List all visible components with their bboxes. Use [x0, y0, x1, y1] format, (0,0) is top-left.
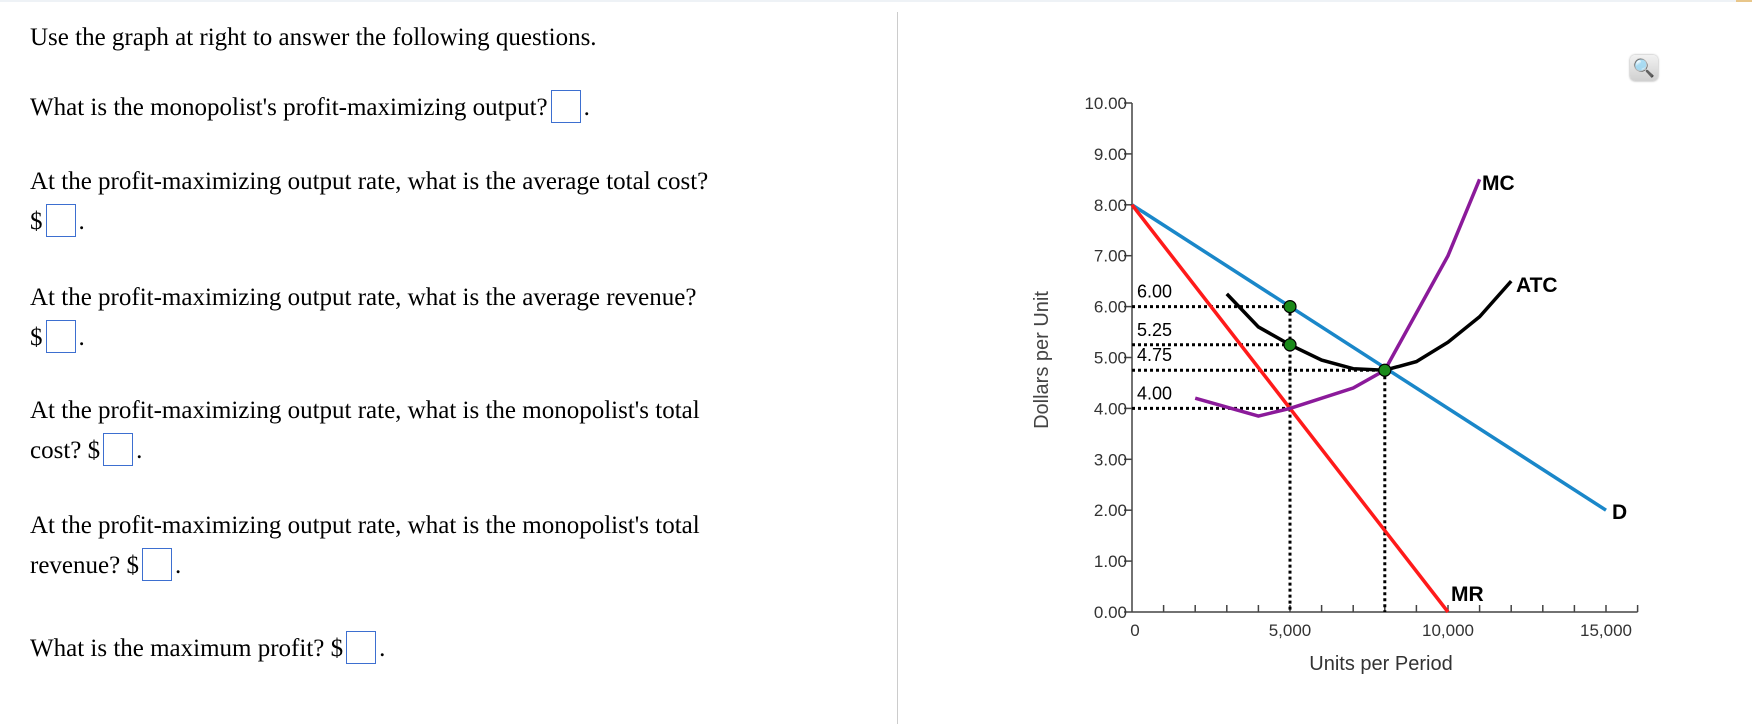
- marked-point: [1378, 363, 1392, 377]
- y-tick-label: 8.00: [1094, 196, 1127, 215]
- dollar-sign: $: [30, 324, 43, 351]
- curve-d: [1131, 203, 1607, 512]
- y-tick-label: 7.00: [1094, 247, 1127, 266]
- y-tick-label: 5.00: [1094, 349, 1127, 368]
- question-atc: At the profit-maximizing output rate, wh…: [30, 162, 708, 242]
- x-tick-label: 10,000: [1422, 621, 1474, 640]
- curve-label-d: D: [1612, 501, 1627, 524]
- intro-text: Use the graph at right to answer the fol…: [30, 24, 597, 51]
- x-axis-label: Units per Period: [1309, 653, 1452, 675]
- question-label: At the profit-maximizing output rate, wh…: [30, 512, 700, 539]
- dollar-sign: $: [30, 208, 43, 235]
- total-revenue-answer-input[interactable]: [141, 548, 172, 581]
- total-cost-answer-input[interactable]: [103, 433, 134, 466]
- guide-label: 4.75: [1137, 345, 1172, 365]
- question-label: At the profit-maximizing output rate, wh…: [30, 168, 709, 195]
- y-tick-label: 9.00: [1094, 145, 1127, 164]
- marked-point: [1283, 338, 1297, 352]
- question-average-revenue: At the profit-maximizing output rate, wh…: [30, 278, 696, 358]
- question-label: What is the monopolist's profit-maximizi…: [30, 94, 548, 121]
- period: .: [174, 552, 182, 579]
- guide-label: 5.25: [1137, 320, 1172, 340]
- period: .: [78, 324, 85, 351]
- question-output: What is the monopolist's profit-maximizi…: [30, 88, 590, 128]
- guide-label: 6.00: [1137, 282, 1172, 302]
- top-border: [0, 0, 1752, 2]
- atc-answer-input[interactable]: [45, 204, 76, 237]
- question-total-cost: At the profit-maximizing output rate, wh…: [30, 391, 700, 471]
- max-profit-answer-input[interactable]: [346, 631, 377, 664]
- question-total-revenue: At the profit-maximizing output rate, wh…: [30, 506, 700, 586]
- period: .: [136, 437, 143, 464]
- question-label-cont: cost?: [30, 437, 82, 464]
- zoom-button[interactable]: 🔍: [1630, 55, 1658, 81]
- curve-mc: [1194, 178, 1482, 418]
- period: .: [583, 94, 590, 121]
- curve-label-mr: MR: [1451, 583, 1484, 606]
- dollar-sign: $: [126, 552, 139, 579]
- x-tick-label: 5,000: [1269, 621, 1312, 640]
- y-tick-label: 10.00: [1084, 94, 1127, 113]
- output-answer-input[interactable]: [550, 90, 581, 123]
- question-label: At the profit-maximizing output rate, wh…: [30, 284, 697, 311]
- y-tick-label: 2.00: [1094, 501, 1127, 520]
- dollar-sign: $: [87, 437, 101, 464]
- question-label-cont: revenue?: [30, 552, 121, 579]
- question-label: At the profit-maximizing output rate, wh…: [30, 397, 700, 424]
- average-revenue-answer-input[interactable]: [45, 320, 76, 353]
- y-tick-label: 1.00: [1094, 552, 1127, 571]
- guide-label: 4.00: [1137, 383, 1172, 403]
- y-tick-label: 0.00: [1094, 603, 1127, 622]
- dollar-sign: $: [330, 635, 344, 662]
- x-tick-label: 0: [1130, 621, 1139, 640]
- period: .: [379, 635, 386, 662]
- x-tick-label: 15,000: [1580, 621, 1632, 640]
- y-tick-label: 3.00: [1094, 450, 1127, 469]
- question-max-profit: What is the maximum profit? $.: [30, 629, 385, 669]
- curve-label-atc: ATC: [1516, 274, 1558, 297]
- panel-divider: [897, 12, 898, 724]
- top-border-accent: [1736, 0, 1752, 2]
- y-tick-label: 4.00: [1094, 399, 1127, 418]
- y-tick-label: 6.00: [1094, 298, 1127, 317]
- y-axis-label: Dollars per Unit: [1031, 291, 1053, 429]
- curve-label-mc: MC: [1482, 172, 1515, 195]
- marked-point: [1283, 300, 1297, 314]
- curve-atc: [1225, 279, 1513, 372]
- period: .: [78, 208, 85, 235]
- question-label: What is the maximum profit?: [30, 635, 325, 662]
- magnifier-plus-icon: 🔍: [1632, 58, 1656, 78]
